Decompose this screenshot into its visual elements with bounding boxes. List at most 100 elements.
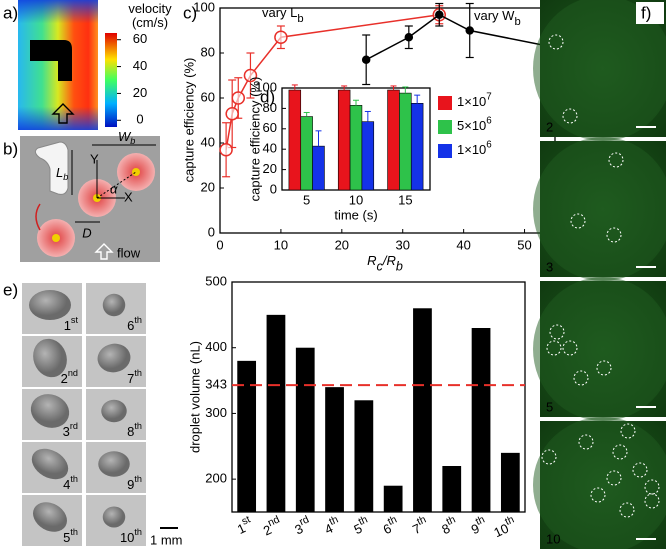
series-name-part: vary L [262,5,297,20]
colorbar-title-part: velocity [128,1,172,16]
cell-marker [570,213,586,229]
cell-marker [548,34,564,50]
droplet-caption-part: 5 [63,530,70,545]
droplet [98,451,130,477]
y-tick-label: 40 [263,141,277,156]
x-tick-label: 1st [233,513,255,537]
colorbar-tick-label: 0 [136,112,143,127]
droplet-caption: 7th [127,369,142,387]
x-tick-label-part: 10 [492,521,511,541]
bead [132,168,140,176]
series-name: vary Wb [474,8,521,27]
x-tick-label: 10 [349,192,363,207]
droplet-caption-part: 2 [61,371,68,386]
y-tick-label: 400 [205,339,227,354]
droplet-caption-part: th [134,369,142,379]
legend-label-part: 6 [486,139,492,150]
bead [52,234,60,242]
droplet-caption-part: 3 [63,424,70,439]
blocker [34,141,69,195]
plot-frame [231,281,526,513]
motion-arrow [35,203,41,231]
x-tick-label: 5th [350,513,373,537]
cell-marker [541,449,557,465]
droplet [102,293,126,317]
flow-arrow [94,243,114,260]
droplet-caption-part: rd [70,422,78,432]
y-tick-label: 200 [205,471,227,486]
droplet [101,399,127,423]
x-axis-label-part: b [396,260,403,274]
droplet-caption-part: th [70,528,78,538]
droplet [29,290,71,320]
reference-label: 343 [205,377,227,392]
x-tick-label: 20 [335,237,349,252]
cell-marker [608,152,624,168]
bar [288,89,302,191]
cell-marker [619,502,635,518]
image-caption: 2 [546,119,553,134]
bar [354,400,374,512]
droplet-caption: 2nd [61,369,78,387]
cell-marker [620,423,636,439]
label-bg [636,2,664,24]
droplet [30,394,70,428]
droplet [33,502,67,532]
y-tick-label: 80 [263,100,277,115]
cell-marker [632,462,648,478]
dimension-label: Wb [118,129,135,146]
marker [465,26,474,35]
cell-marker [644,479,660,495]
x-axis-label-part: c [377,260,384,274]
image-caption: 5 [546,399,553,414]
cell-marker [596,360,612,376]
colorbar-tick-label: 60 [133,31,147,46]
droplet-outline [533,137,666,281]
scale-label: 1 mm [150,532,183,547]
droplet [33,338,67,378]
marker [225,107,239,121]
droplet-caption: 5th [63,528,78,546]
bar [337,89,351,191]
x-tick-label: 0 [216,237,223,252]
droplet-caption-part: st [71,316,79,326]
droplet-caption-part: 10 [120,530,134,545]
marker [404,33,414,42]
legend-label: 1×106 [457,139,492,157]
bar [387,89,400,191]
droplet [31,448,69,480]
droplet-caption: 1st [64,316,79,334]
angle-label: α [110,181,118,196]
x-tick-label: 6th [379,513,402,537]
droplet-outline [533,277,666,421]
cell-marker [590,487,606,503]
x-tick-label-part: nd [266,513,282,529]
y-tick-label: 0 [270,181,277,196]
bar [399,92,412,191]
dimension-label-part: W [118,129,132,144]
x-axis-label-part: /R [382,253,396,268]
x-tick-label: 40 [456,237,470,252]
droplet-outline [533,0,666,141]
legend-label: 5×106 [457,115,492,133]
droplet-caption-part: th [134,528,142,538]
droplet-caption-part: 8 [127,424,134,439]
marker [231,91,246,105]
y-tick-label: 20 [263,161,277,176]
dimension-label-part: b [130,136,135,146]
series-name-part: b [297,13,303,25]
droplet-caption: 9th [127,475,142,493]
bar [349,105,363,191]
x-tick-label: 2nd [259,513,284,539]
series-name: vary Lb [262,5,304,24]
flow-arrow [51,103,75,124]
image-caption: 3 [546,259,553,274]
y-axis-label: capture efficiency (%) [247,77,262,202]
bar [295,347,315,512]
x-axis-label: time (s) [334,207,377,222]
droplet-caption-part: 4 [63,477,70,492]
legend-label-part: 1×10 [457,142,486,157]
cell-marker [562,108,578,124]
droplet-caption: 6th [127,316,142,334]
